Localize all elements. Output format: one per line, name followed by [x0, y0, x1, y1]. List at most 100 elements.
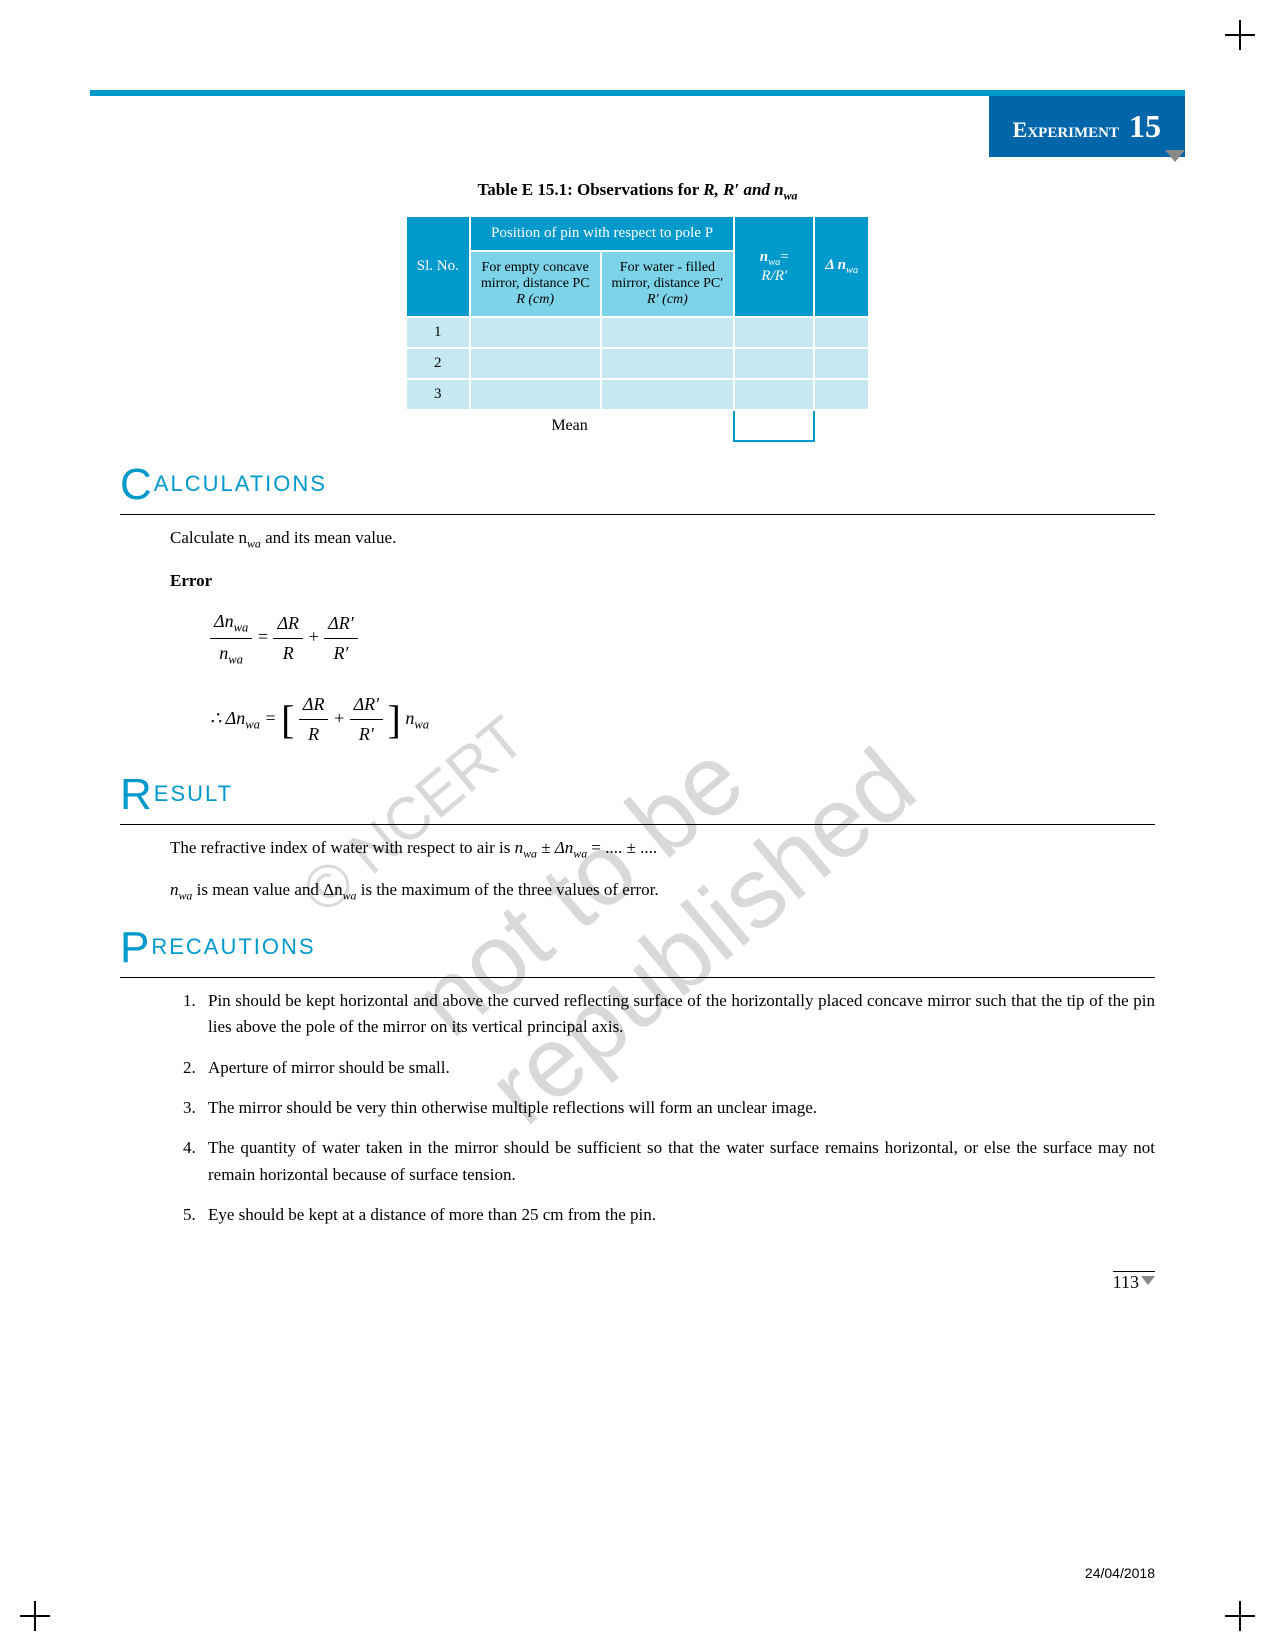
mean-box: [734, 410, 814, 441]
mean-empty: [814, 410, 869, 441]
water-l3: R′ (cm): [647, 292, 688, 307]
crop-mark-br: [1225, 1601, 1255, 1631]
empty-l1: For empty concave: [482, 260, 589, 275]
f2-r1d: R: [299, 720, 329, 749]
f1-r2n: ΔR′: [324, 609, 358, 639]
result-body: The refractive index of water with respe…: [170, 835, 1155, 906]
f2-suf: n: [405, 708, 414, 728]
f2-r1n: ΔR: [299, 690, 329, 720]
row3-slno: 3: [406, 379, 470, 410]
list-item: The mirror should be very thin otherwise…: [200, 1095, 1155, 1121]
table-row: 1: [406, 317, 870, 348]
row2-delta: [814, 348, 869, 379]
list-item: Eye should be kept at a distance of more…: [200, 1202, 1155, 1228]
prec-cap: P: [120, 923, 151, 972]
table-row: 3: [406, 379, 870, 410]
row2-nwa: [734, 348, 814, 379]
mean-label: Mean: [406, 410, 735, 441]
nwa-n: n: [760, 249, 768, 265]
caption-sub: wa: [784, 188, 798, 202]
page-content: Table E 15.1: Observations for R, R′ and…: [120, 180, 1155, 1243]
table-caption: Table E 15.1: Observations for R, R′ and…: [120, 180, 1155, 203]
precautions-list: Pin should be kept horizontal and above …: [200, 988, 1155, 1228]
res-l2sub2: wa: [343, 888, 357, 902]
list-item: Pin should be kept horizontal and above …: [200, 988, 1155, 1041]
experiment-header: Experiment 15: [989, 96, 1185, 157]
nwa-eq: =: [780, 249, 788, 265]
subcol-water: For water - filled mirror, distance PC′ …: [601, 251, 735, 317]
header-triangle-icon: [1165, 150, 1185, 162]
res-l1a: The refractive index of water with respe…: [170, 838, 515, 857]
row1-delta: [814, 317, 869, 348]
row2-R: [470, 348, 601, 379]
row1-Rprime: [601, 317, 735, 348]
calc-line-a: Calculate n: [170, 528, 247, 547]
res-l2c: is the maximum of the three values of er…: [356, 880, 658, 899]
crop-mark-bl: [20, 1601, 50, 1631]
caption-vars: R, R′ and n: [703, 180, 783, 199]
delta-sub: wa: [846, 265, 858, 276]
res-l1sub: wa: [523, 846, 537, 860]
experiment-label: Experiment: [1013, 117, 1119, 143]
row2-Rprime: [601, 348, 735, 379]
row1-nwa: [734, 317, 814, 348]
res-l2b: is mean value and Δn: [192, 880, 342, 899]
f1-r1d: R: [273, 639, 303, 668]
calc-rest: ALCULATIONS: [154, 471, 327, 496]
table-row: 2: [406, 348, 870, 379]
res-rest: ESULT: [154, 781, 233, 806]
res-l2sub: wa: [179, 888, 193, 902]
f2-r2d: R': [350, 720, 383, 749]
empty-l3: R (cm): [516, 292, 554, 307]
page-triangle-icon: [1141, 1276, 1155, 1285]
res-cap: R: [120, 770, 154, 819]
water-l1: For water - filled: [620, 260, 715, 275]
result-heading: RESULT: [120, 770, 1155, 825]
f2-sub: wa: [245, 717, 260, 731]
f2-pre: ∴ Δn: [210, 708, 245, 728]
f1-lsub: wa: [234, 621, 249, 635]
res-l1sub2: wa: [573, 846, 587, 860]
res-l1d: = .... ± ....: [587, 838, 657, 857]
f1-lden: n: [219, 643, 228, 663]
row3-delta: [814, 379, 869, 410]
res-l1c: ± Δn: [537, 838, 573, 857]
row3-Rprime: [601, 379, 735, 410]
row2-slno: 2: [406, 348, 470, 379]
nwa-sub: wa: [768, 257, 780, 268]
calculations-heading: CALCULATIONS: [120, 460, 1155, 515]
formula-2: ∴ Δnwa = [ ΔR R + ΔR' R' ] nwa: [210, 688, 1155, 752]
calc-cap: C: [120, 460, 154, 509]
list-item: The quantity of water taken in the mirro…: [200, 1135, 1155, 1188]
precautions-heading: PRECAUTIONS: [120, 923, 1155, 978]
page-number-area: 113: [1113, 1269, 1155, 1293]
row1-R: [470, 317, 601, 348]
caption-prefix: Table E 15.1: Observations for: [477, 180, 703, 199]
calc-body: Calculate nwa and its mean value. Error: [170, 525, 1155, 593]
row1-slno: 1: [406, 317, 470, 348]
f1-ldsub: wa: [228, 652, 243, 666]
f1-r1n: ΔR: [273, 609, 303, 639]
calc-line-end: and its mean value.: [261, 528, 397, 547]
f1-lnum: Δn: [214, 611, 234, 631]
empty-l2: mirror, distance PC: [481, 276, 590, 291]
list-item: Aperture of mirror should be small.: [200, 1055, 1155, 1081]
f2-eq: =: [260, 708, 281, 728]
water-l2: mirror, distance PC′: [612, 276, 724, 291]
mean-row: Mean: [406, 410, 870, 441]
delta-label: Δ n: [825, 257, 846, 273]
row3-R: [470, 379, 601, 410]
col-position: Position of pin with respect to pole P: [470, 216, 734, 251]
page-number: 113: [1113, 1272, 1139, 1292]
row3-nwa: [734, 379, 814, 410]
formula-1: Δnwa nwa = ΔR R + ΔR′ R′: [210, 607, 1155, 669]
experiment-number: 15: [1129, 108, 1161, 145]
res-l1b: n: [515, 838, 524, 857]
f2-r2n: ΔR': [350, 690, 383, 720]
error-label: Error: [170, 571, 212, 590]
col-nwa: nwa= R/R′: [734, 216, 814, 317]
col-delta: Δ nwa: [814, 216, 869, 317]
f1-r2d: R′: [324, 639, 358, 668]
calc-line-sub: wa: [247, 537, 261, 551]
crop-mark-tr: [1225, 20, 1255, 50]
